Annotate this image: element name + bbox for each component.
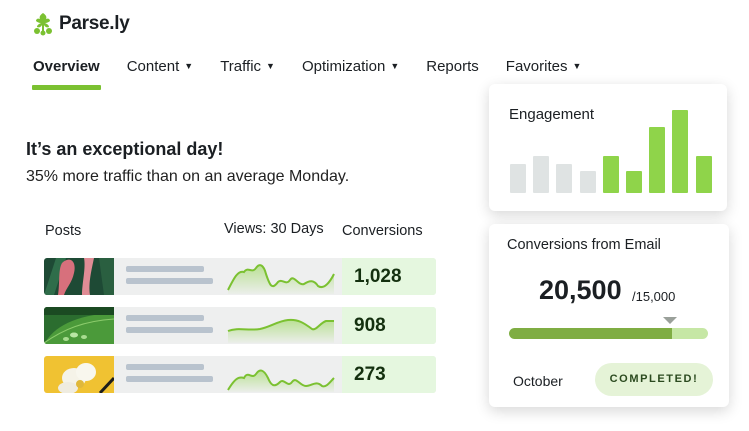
conversions-email-title: Conversions from Email xyxy=(507,237,661,253)
nav-label: Content xyxy=(126,58,180,75)
engagement-bar xyxy=(510,164,526,193)
conversions-target: /15,000 xyxy=(632,289,676,304)
engagement-bar xyxy=(602,156,619,193)
post-title-placeholder xyxy=(126,364,204,370)
conversions-value: 20,500 xyxy=(539,275,622,305)
calla-lily-image xyxy=(44,258,114,295)
conversions-cell: 273 xyxy=(342,356,436,393)
nav-label: Favorites xyxy=(505,58,568,75)
table-row[interactable]: 1,028 xyxy=(44,258,436,295)
engagement-title: Engagement xyxy=(509,106,595,123)
nav-reports[interactable]: Reports xyxy=(426,58,479,75)
progress-bar xyxy=(509,328,708,339)
conversions-value: 273 xyxy=(354,364,386,385)
nav-overview[interactable]: Overview xyxy=(32,58,101,90)
post-title-placeholder xyxy=(126,315,204,321)
conversions-cell: 908 xyxy=(342,307,436,344)
conversions-cell: 1,028 xyxy=(342,258,436,295)
nav-favorites[interactable]: Favorites ▼ xyxy=(506,58,582,75)
main-nav: Overview Content ▼ Traffic ▼ Optimization ▼… xyxy=(32,58,608,90)
conversions-email-card[interactable]: Conversions from Email 20,500 /15,000 Oc… xyxy=(489,224,729,407)
post-subtitle-placeholder xyxy=(126,327,213,333)
engagement-bar xyxy=(533,156,550,193)
period-label: October xyxy=(513,373,563,389)
nav-label: Optimization xyxy=(301,58,386,75)
conversions-value: 908 xyxy=(354,315,386,336)
views-sparkline xyxy=(227,369,335,392)
engagement-bar-chart xyxy=(510,84,714,193)
brand-name: Parse.ly xyxy=(59,13,130,34)
conversions-value: 1,028 xyxy=(354,266,402,287)
progress-fill xyxy=(509,328,672,339)
caret-down-icon: ▼ xyxy=(390,61,400,71)
table-row[interactable]: 273 xyxy=(44,356,436,393)
nav-label: Traffic xyxy=(220,58,262,75)
engagement-bar xyxy=(556,164,573,193)
target-marker-icon xyxy=(663,317,677,324)
posts-table: 1,028 908 273 xyxy=(44,258,436,405)
nav-label: Overview xyxy=(33,58,100,75)
caret-down-icon: ▼ xyxy=(572,61,582,71)
nav-traffic[interactable]: Traffic ▼ xyxy=(220,58,275,75)
summary-headline: It’s an exceptional day! xyxy=(26,139,224,159)
post-subtitle-placeholder xyxy=(126,278,213,284)
col-header-posts: Posts xyxy=(45,223,82,239)
engagement-bar xyxy=(626,171,642,193)
white-orchid-image xyxy=(44,356,114,393)
views-sparkline xyxy=(227,264,335,294)
brand-logo[interactable]: Parse.ly xyxy=(31,12,130,36)
engagement-bar xyxy=(649,127,666,193)
table-row[interactable]: 908 xyxy=(44,307,436,344)
col-header-views: Views: 30 Days xyxy=(224,221,324,237)
engagement-card[interactable]: Engagement xyxy=(489,84,727,211)
summary-subline: 35% more traffic than on an average Mond… xyxy=(26,168,350,185)
engagement-bar xyxy=(672,110,689,193)
views-sparkline xyxy=(227,318,334,343)
leaf-water-drops-image xyxy=(44,307,114,344)
nav-label: Reports xyxy=(426,58,479,75)
caret-down-icon: ▼ xyxy=(266,61,275,71)
col-header-conversions: Conversions xyxy=(342,223,423,239)
status-badge: COMPLETED! xyxy=(595,363,713,396)
post-title-placeholder xyxy=(126,266,204,272)
engagement-bar xyxy=(695,156,712,193)
parsley-leaf-icon xyxy=(34,13,52,36)
nav-content[interactable]: Content ▼ xyxy=(127,58,193,75)
post-subtitle-placeholder xyxy=(126,376,213,382)
caret-down-icon: ▼ xyxy=(184,61,194,71)
nav-optimization[interactable]: Optimization ▼ xyxy=(302,58,399,75)
engagement-bar xyxy=(579,171,596,193)
